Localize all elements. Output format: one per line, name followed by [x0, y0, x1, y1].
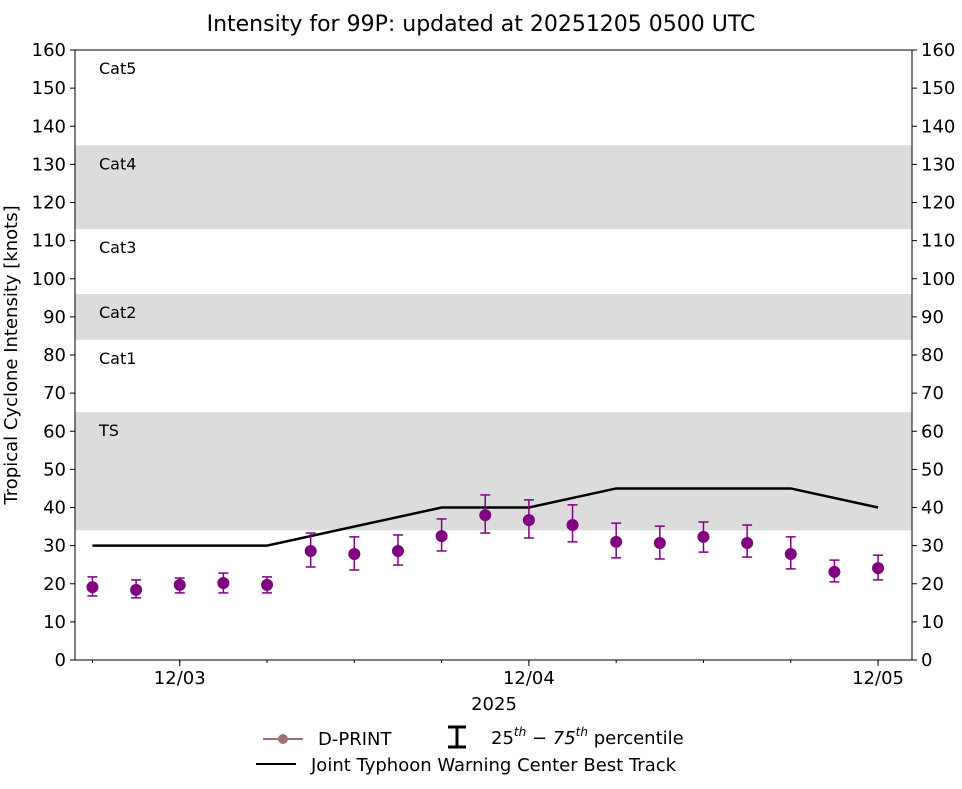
dprint-point — [435, 530, 448, 543]
dprint-point — [741, 536, 754, 549]
dprint-point — [86, 581, 99, 594]
dprint-point — [348, 548, 361, 561]
dprint-point — [173, 578, 186, 591]
band-cat4 — [75, 145, 912, 230]
y-tick-label-right: 80 — [921, 345, 944, 366]
dprint-point — [304, 544, 317, 557]
y-tick-label: 30 — [43, 536, 66, 557]
band-label-cat1: Cat1 — [99, 349, 136, 368]
dprint-point — [566, 519, 579, 532]
dprint-point — [828, 565, 841, 578]
band-label-cat5: Cat5 — [99, 59, 136, 78]
legend-errorbar-icon — [448, 725, 466, 749]
y-tick-label-right: 20 — [921, 574, 944, 595]
dprint-point — [653, 536, 666, 549]
y-tick-label-right: 100 — [921, 269, 955, 290]
dprint-point — [784, 548, 797, 561]
band-ts — [75, 412, 912, 531]
y-tick-label: 160 — [32, 40, 66, 61]
y-tick-label-right: 30 — [921, 536, 944, 557]
y-tick-label-right: 50 — [921, 459, 944, 480]
dprint-point — [522, 514, 535, 527]
y-tick-label: 120 — [32, 193, 66, 214]
y-tick-label-right: 160 — [921, 40, 955, 61]
y-tick-label-right: 40 — [921, 498, 944, 519]
dprint-point — [130, 583, 143, 596]
y-tick-label-right: 90 — [921, 307, 944, 328]
y-tick-label: 90 — [43, 307, 66, 328]
y-tick-label: 140 — [32, 116, 66, 137]
legend-percentile-label: 25th − 75th percentile — [491, 725, 684, 749]
y-tick-label: 110 — [32, 231, 66, 252]
y-tick-label: 20 — [43, 574, 66, 595]
dprint-point — [872, 562, 885, 575]
band-label-cat3: Cat3 — [99, 238, 136, 257]
y-tick-label-right: 60 — [921, 421, 944, 442]
dprint-point — [261, 578, 274, 591]
y-tick-label: 40 — [43, 498, 66, 519]
y-tick-label-right: 70 — [921, 383, 944, 404]
band-label-cat2: Cat2 — [99, 303, 136, 322]
y-tick-label: 0 — [55, 650, 66, 671]
y-tick-label: 130 — [32, 154, 66, 175]
x-tick-label: 12/04 — [503, 668, 555, 689]
y-tick-label: 60 — [43, 421, 66, 442]
legend-dprint-marker — [278, 734, 288, 744]
band-label-ts: TS — [98, 421, 119, 440]
dprint-point — [697, 530, 710, 543]
y-tick-label-right: 120 — [921, 193, 955, 214]
y-tick-label: 100 — [32, 269, 66, 290]
legend-dprint-label: D-PRINT — [318, 729, 392, 750]
chart-title: Intensity for 99P: updated at 20251205 0… — [207, 12, 756, 37]
y-tick-label: 150 — [32, 78, 66, 99]
y-tick-label: 50 — [43, 459, 66, 480]
y-tick-label-right: 140 — [921, 116, 955, 137]
y-tick-label: 10 — [43, 612, 66, 633]
dprint-point — [391, 544, 404, 557]
legend: D-PRINT 25th − 75th percentile Joint Typ… — [256, 725, 684, 776]
dprint-point — [610, 535, 623, 548]
y-tick-label-right: 10 — [921, 612, 944, 633]
legend-best-track-label: Joint Typhoon Warning Center Best Track — [310, 755, 677, 776]
y-tick-label-right: 130 — [921, 154, 955, 175]
dprint-point — [479, 509, 492, 522]
dprint-point — [217, 576, 230, 589]
y-tick-label: 70 — [43, 383, 66, 404]
y-tick-label-right: 150 — [921, 78, 955, 99]
x-axis-label: 2025 — [471, 694, 517, 715]
x-tick-label: 12/03 — [154, 668, 206, 689]
band-label-cat4: Cat4 — [99, 154, 136, 173]
y-tick-label-right: 0 — [921, 650, 932, 671]
band-cat2 — [75, 294, 912, 340]
y-tick-label-right: 110 — [921, 231, 955, 252]
y-tick-label: 80 — [43, 345, 66, 366]
x-tick-label: 12/05 — [852, 668, 904, 689]
y-axis-label: Tropical Cyclone Intensity [knots] — [1, 205, 22, 505]
